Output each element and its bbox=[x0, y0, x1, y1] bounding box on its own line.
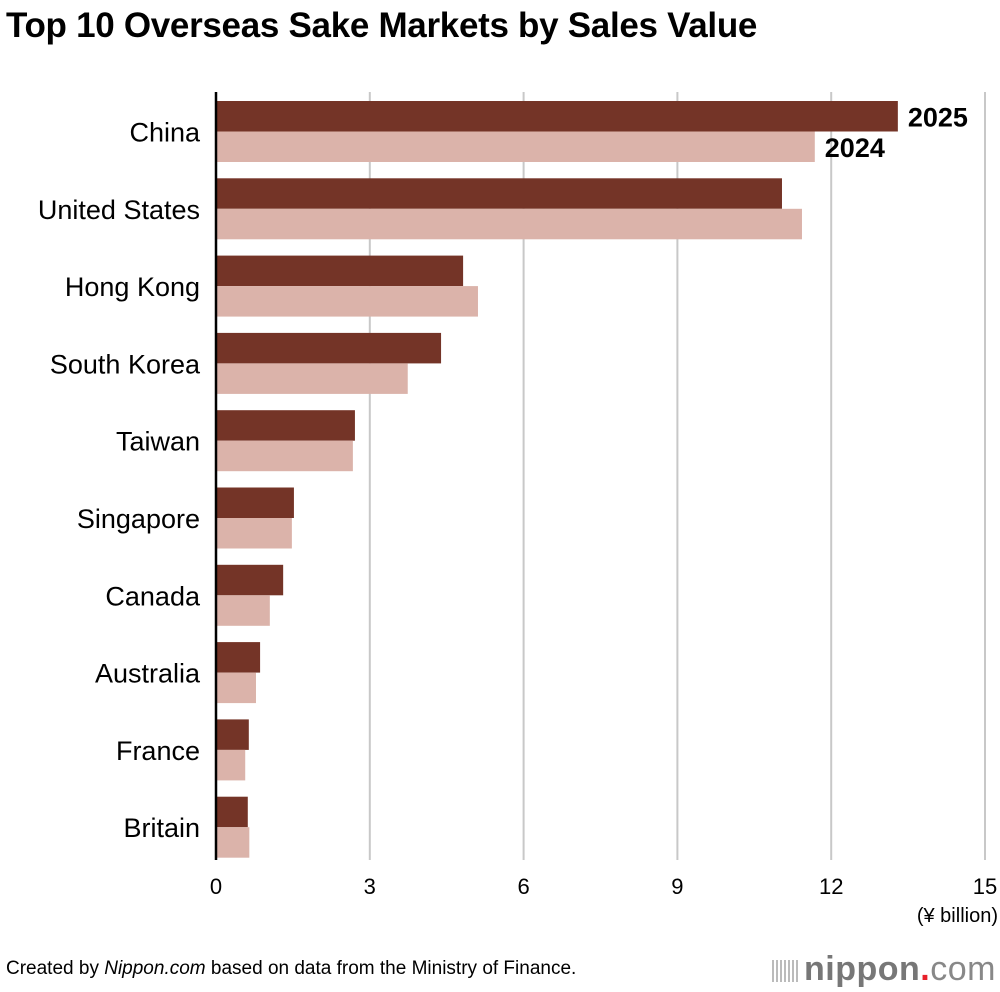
category-label: South Korea bbox=[50, 349, 201, 379]
bar-2025 bbox=[216, 796, 248, 828]
x-tick-label: 6 bbox=[517, 874, 529, 899]
bar-2024 bbox=[216, 286, 478, 317]
bar-2025 bbox=[216, 255, 464, 287]
credit-source: Nippon.com bbox=[104, 958, 206, 979]
category-label: Hong Kong bbox=[65, 272, 200, 302]
chart-title: Top 10 Overseas Sake Markets by Sales Va… bbox=[6, 6, 758, 45]
x-tick-label: 0 bbox=[210, 874, 222, 899]
bar-2024 bbox=[216, 595, 270, 626]
bar-2025 bbox=[216, 564, 284, 596]
legend-label-2025: 2025 bbox=[908, 102, 968, 132]
x-tick-label: 12 bbox=[819, 874, 843, 899]
credit-suffix: based on data from the Ministry of Finan… bbox=[205, 958, 577, 979]
category-label: United States bbox=[38, 195, 200, 225]
x-tick-label: 15 bbox=[973, 874, 997, 899]
x-tick-label: 9 bbox=[671, 874, 683, 899]
x-axis-unit: (¥ billion) bbox=[917, 905, 998, 927]
bar-2025 bbox=[216, 332, 442, 364]
category-label: Britain bbox=[123, 813, 200, 843]
x-tick-label: 3 bbox=[364, 874, 376, 899]
credit-prefix: Created by bbox=[6, 958, 105, 979]
bar-2024 bbox=[216, 208, 802, 240]
bar-2025 bbox=[216, 487, 294, 518]
bar-2024 bbox=[216, 518, 292, 549]
bar-2024 bbox=[216, 827, 250, 858]
legend-label-2024: 2024 bbox=[825, 133, 885, 163]
bar-2025 bbox=[216, 719, 249, 750]
nippon-logo: nippon.com bbox=[772, 950, 996, 989]
bar-2025 bbox=[216, 642, 261, 673]
category-label: Australia bbox=[95, 659, 201, 689]
category-label: France bbox=[116, 736, 200, 766]
category-label: Taiwan bbox=[116, 427, 200, 457]
source-credit: Created by Nippon.com based on data from… bbox=[6, 958, 576, 980]
category-label: Canada bbox=[105, 581, 201, 611]
bar-2024 bbox=[216, 440, 353, 472]
bar-2024 bbox=[216, 749, 246, 781]
bar-2025 bbox=[216, 101, 898, 132]
category-label: China bbox=[129, 118, 201, 148]
bar-2024 bbox=[216, 363, 408, 394]
bar-2025 bbox=[216, 178, 782, 209]
bar-2024 bbox=[216, 672, 256, 704]
category-label: Singapore bbox=[77, 504, 200, 534]
bar-2024 bbox=[216, 131, 815, 162]
bar-2025 bbox=[216, 410, 355, 441]
